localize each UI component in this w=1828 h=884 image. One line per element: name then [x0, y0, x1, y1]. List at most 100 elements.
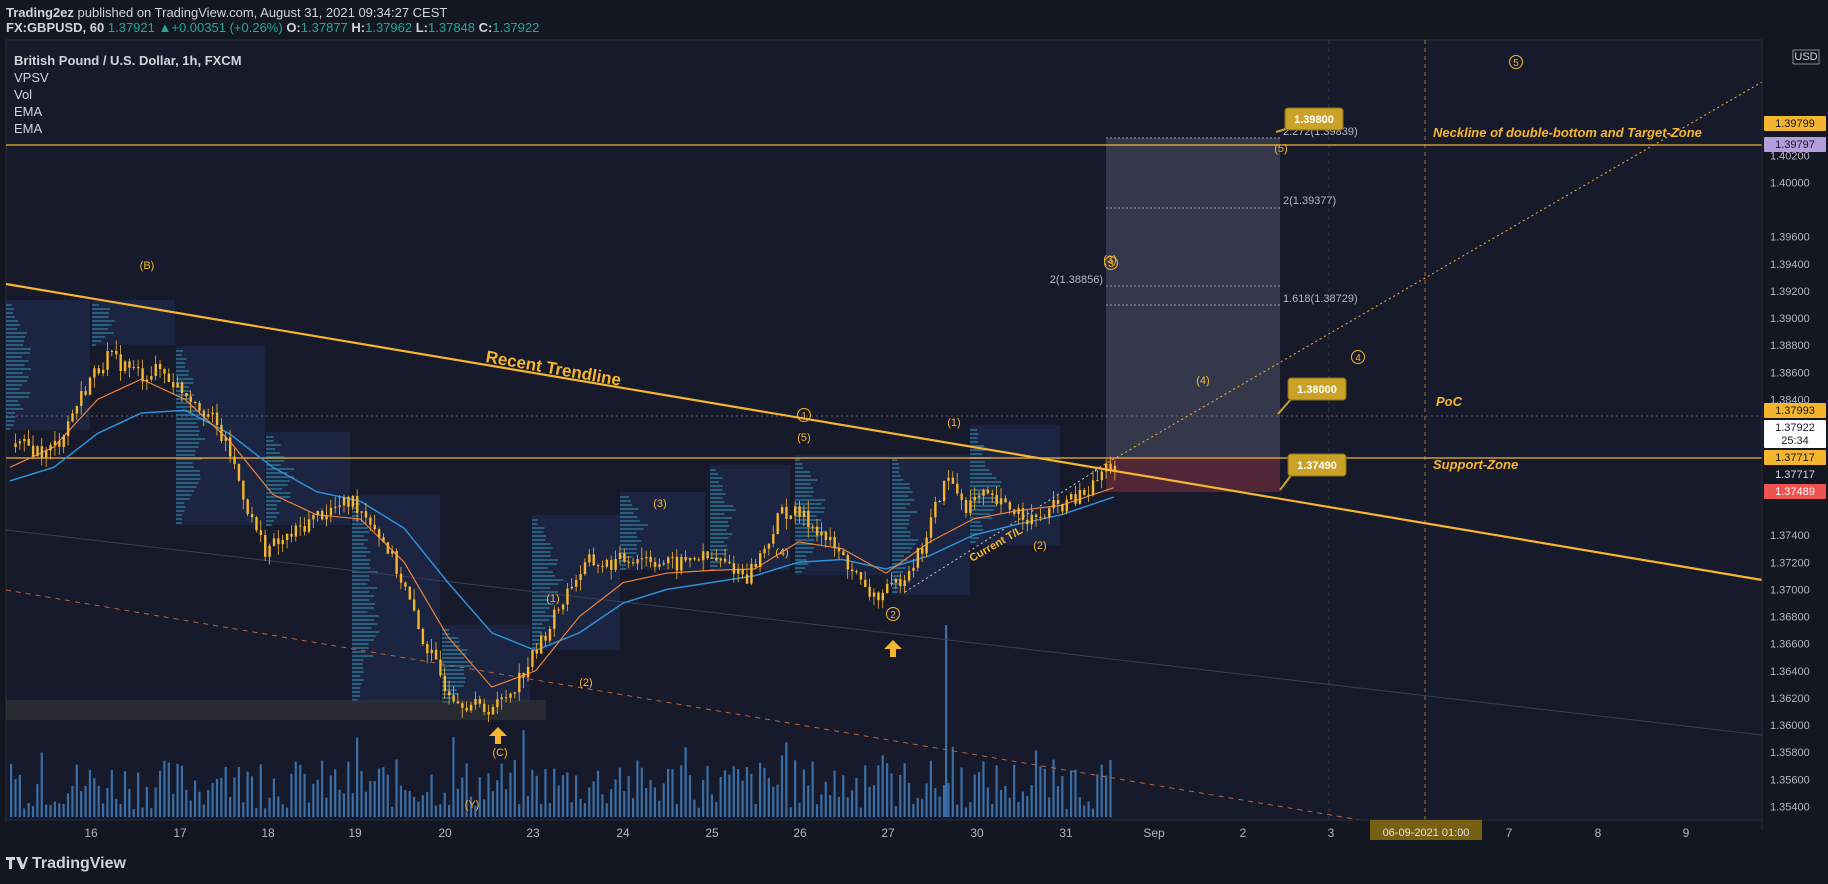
volume-profile-bar	[892, 475, 901, 477]
volume-profile-bar	[532, 527, 545, 529]
x-tick-label: 16	[84, 826, 98, 840]
candle-body	[977, 495, 981, 497]
axis-price-text: 1.39799	[1775, 118, 1815, 130]
volume-bar	[452, 736, 455, 817]
candle-body	[93, 368, 96, 378]
candle-body	[1087, 494, 1090, 496]
volume-bar	[798, 802, 801, 817]
candle-body	[250, 514, 254, 518]
volume-bar	[1004, 786, 1007, 817]
volume-bar	[842, 775, 845, 817]
callout-box[interactable]	[1287, 453, 1347, 477]
candle-body	[842, 551, 845, 556]
axis-price-tag	[1764, 116, 1826, 131]
volume-profile-bar	[352, 547, 368, 549]
open-value: 1.37877	[300, 20, 348, 35]
fib-label: 1.618(1.38729)	[1283, 293, 1358, 305]
volume-profile-bar	[892, 507, 907, 509]
volume-bar	[973, 774, 976, 817]
plot-area[interactable]	[6, 40, 1762, 820]
candle-body	[964, 500, 968, 513]
volume-profile-bar	[176, 402, 191, 404]
volume-bar	[75, 764, 78, 817]
legend-title[interactable]: British Pound / U.S. Dollar, 1h, FXCM	[14, 53, 242, 68]
volume-profile-bar	[710, 489, 723, 491]
volume-bar	[264, 808, 267, 817]
candle-body	[71, 413, 74, 422]
legend-indicator-ema-2[interactable]: EMA	[14, 121, 43, 136]
candle-body	[631, 562, 635, 564]
volume-profile-bar	[970, 489, 989, 491]
candle-body	[601, 566, 604, 568]
candle-body	[645, 556, 648, 559]
publisher-name[interactable]: Trading2ez	[6, 5, 74, 20]
candle-body	[815, 526, 819, 536]
volume-bar	[610, 789, 613, 817]
volume-profile-bar	[795, 531, 826, 533]
volume-profile-bar	[6, 372, 24, 374]
volume-bar	[557, 785, 560, 817]
volume-profile-bar	[970, 505, 997, 507]
volume-profile-bar	[795, 515, 817, 517]
date-marker-text: 06-09-2021 01:00	[1383, 827, 1470, 839]
candle-body	[443, 675, 447, 692]
volume-bar	[1074, 769, 1077, 817]
callout-box[interactable]	[1287, 377, 1347, 401]
volume-bar	[846, 797, 849, 817]
candle-body	[356, 496, 359, 513]
candle-body	[636, 559, 639, 564]
candle-body	[158, 363, 162, 370]
volume-profile-bar	[892, 547, 913, 549]
candle-body	[680, 556, 683, 571]
volume-bar	[220, 777, 223, 817]
volume-profile-bar	[892, 515, 911, 517]
volume-profile-bar	[176, 470, 200, 472]
candle-body	[360, 511, 363, 513]
axis-price-text: 1.37993	[1775, 405, 1815, 417]
volume-bar	[281, 804, 284, 817]
volume-profile-bar	[532, 643, 541, 645]
candle-body	[671, 556, 674, 558]
callout-box[interactable]	[1284, 107, 1344, 131]
tradingview-footer[interactable]: TradingView	[6, 855, 126, 873]
legend-indicator-vpsv[interactable]: VPSV	[14, 70, 49, 85]
legend-indicator-vol[interactable]: Vol	[14, 87, 33, 102]
volume-bar	[829, 795, 832, 817]
volume-bar	[763, 767, 766, 817]
candle-body	[916, 548, 920, 568]
currency-box	[1792, 49, 1820, 65]
candle-body	[973, 496, 976, 501]
volume-profile-bar	[620, 540, 642, 542]
legend-indicator-ema-1[interactable]: EMA	[14, 104, 43, 119]
volume-profile-bar	[352, 539, 369, 541]
candle-body	[176, 382, 179, 388]
volume-profile-bar	[176, 354, 182, 356]
candle-body	[802, 510, 806, 518]
up-arrow-icon	[489, 727, 507, 744]
volume-bar	[710, 794, 713, 817]
candle-body	[1069, 494, 1073, 500]
volume-bar	[316, 779, 319, 817]
x-tick-label: 30	[970, 826, 984, 840]
volume-profile-bar	[620, 536, 638, 538]
volume-bar	[84, 785, 87, 817]
volume-bar	[303, 773, 306, 817]
axis-price-tag	[1764, 403, 1826, 418]
volume-profile-bar	[266, 500, 282, 502]
candle-body	[859, 572, 863, 580]
volume-profile-bar	[620, 568, 627, 570]
candle-body	[566, 588, 569, 605]
volume-bar	[443, 792, 446, 817]
candle-body	[737, 568, 740, 574]
candle-body	[483, 703, 486, 713]
circled-wave-marker	[797, 408, 811, 422]
wave-label: (3)	[653, 498, 666, 510]
volume-profile-bar	[6, 308, 14, 310]
candle-body	[623, 553, 626, 562]
volume-bar	[886, 763, 889, 817]
x-tick-label: 19	[348, 826, 362, 840]
volume-bar	[688, 775, 692, 817]
volume-bar	[1030, 785, 1033, 817]
volume-profile-bar	[176, 474, 201, 476]
